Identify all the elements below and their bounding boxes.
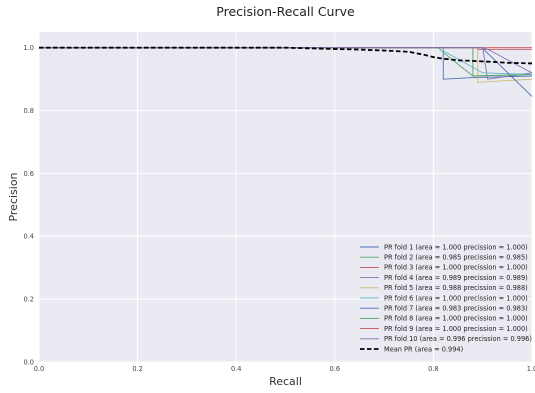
x-tick-label: 0.6 <box>330 365 341 373</box>
x-tick-label: 0.8 <box>428 365 439 373</box>
y-axis-label: Precision <box>7 172 20 221</box>
x-tick-label: 0.4 <box>231 365 242 373</box>
legend-label: PR fold 10 (area = 0.996 precission = 0.… <box>384 335 532 343</box>
y-tick-label: 0.2 <box>24 296 35 304</box>
x-tick-label: 1.0 <box>527 365 535 373</box>
legend-label: PR fold 9 (area = 1.000 precission = 1.0… <box>384 325 528 333</box>
y-tick-label: 0.6 <box>24 170 35 178</box>
legend-label: Mean PR (area = 0.994) <box>384 345 463 353</box>
legend-label: PR fold 3 (area = 1.000 precission = 1.0… <box>384 264 528 272</box>
y-tick-label: 0.0 <box>24 358 35 366</box>
legend-label: PR fold 2 (area = 0.985 precission = 0.9… <box>384 254 528 262</box>
legend-label: PR fold 5 (area = 0.988 precission = 0.9… <box>384 284 528 292</box>
legend-label: PR fold 6 (area = 1.000 precission = 1.0… <box>384 294 528 302</box>
legend-label: PR fold 1 (area = 1.000 precission = 1.0… <box>384 243 528 251</box>
legend: PR fold 1 (area = 1.000 precission = 1.0… <box>360 243 532 353</box>
legend-label: PR fold 4 (area = 0.989 precission = 0.9… <box>384 274 528 282</box>
y-tick-label: 0.4 <box>24 233 35 241</box>
plot-background <box>39 32 532 362</box>
x-tick-label: 0.0 <box>34 365 45 373</box>
legend-label: PR fold 8 (area = 1.000 precission = 1.0… <box>384 315 528 323</box>
x-axis-label: Recall <box>269 375 302 388</box>
chart-title: Precision-Recall Curve <box>216 4 355 19</box>
y-tick-label: 1.0 <box>24 44 35 52</box>
x-tick-label: 0.2 <box>132 365 143 373</box>
legend-label: PR fold 7 (area = 0.983 precission = 0.9… <box>384 305 528 313</box>
y-tick-label: 0.8 <box>24 107 35 115</box>
